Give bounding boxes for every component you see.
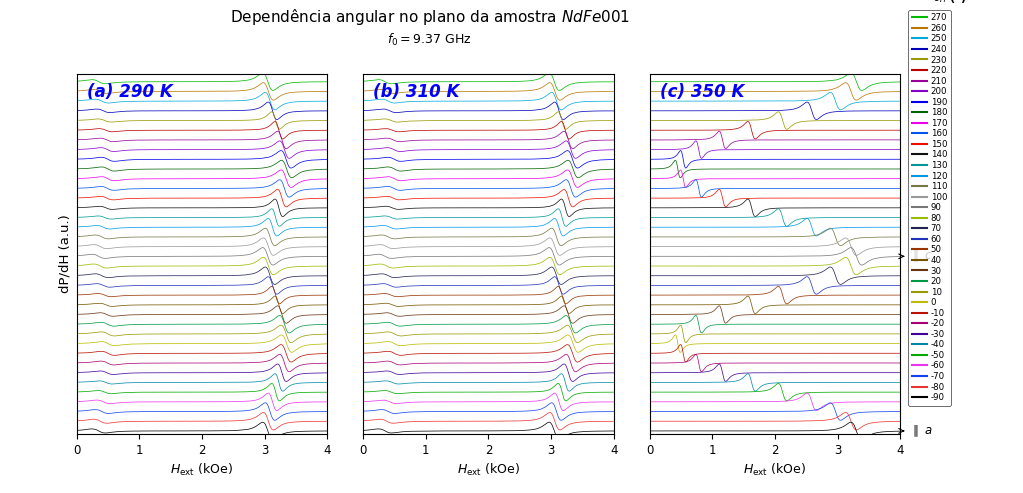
Text: $\parallel\ a$: $\parallel\ a$	[899, 423, 933, 439]
Text: $\theta_H$ (°): $\theta_H$ (°)	[933, 0, 967, 5]
Legend: 270, 260, 250, 240, 230, 220, 210, 200, 190, 180, 170, 160, 150, 140, 130, 120, : 270, 260, 250, 240, 230, 220, 210, 200, …	[908, 10, 950, 406]
Text: $f_0 = 9.37\ \mathrm{GHz}$: $f_0 = 9.37\ \mathrm{GHz}$	[388, 32, 472, 48]
Text: (a) 290 K: (a) 290 K	[87, 83, 173, 101]
Y-axis label: dP/dH (a.u.): dP/dH (a.u.)	[58, 214, 72, 293]
Text: (b) 310 K: (b) 310 K	[373, 83, 459, 101]
X-axis label: $H_{\rm ext}$ (kOe): $H_{\rm ext}$ (kOe)	[457, 462, 520, 478]
Text: $\parallel\ c$: $\parallel\ c$	[899, 248, 933, 264]
Text: Dependência angular no plano da amostra $\it{NdFe001}$: Dependência angular no plano da amostra …	[229, 7, 630, 28]
Text: (c) 350 K: (c) 350 K	[660, 83, 744, 101]
X-axis label: $H_{\rm ext}$ (kOe): $H_{\rm ext}$ (kOe)	[171, 462, 233, 478]
X-axis label: $H_{\rm ext}$ (kOe): $H_{\rm ext}$ (kOe)	[744, 462, 806, 478]
